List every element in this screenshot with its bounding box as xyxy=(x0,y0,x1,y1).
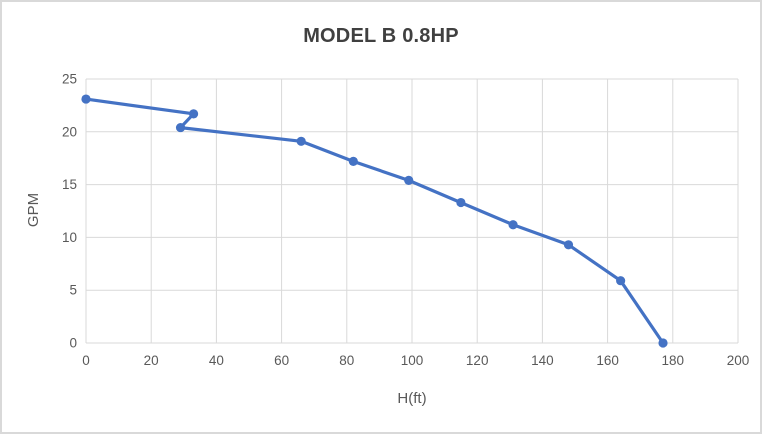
x-tick-label: 200 xyxy=(727,353,750,368)
data-point-marker xyxy=(81,94,91,104)
chart-title: MODEL B 0.8HP xyxy=(303,25,459,47)
x-tick-label: 160 xyxy=(596,353,619,368)
data-point-marker xyxy=(188,109,199,119)
series-line xyxy=(84,97,665,345)
y-tick-label: 5 xyxy=(69,283,77,298)
data-point-marker xyxy=(456,197,466,208)
x-tick-label: 120 xyxy=(466,353,489,368)
data-point-marker xyxy=(404,175,414,185)
data-point-marker xyxy=(563,240,574,250)
x-tick-label: 180 xyxy=(662,353,685,368)
y-tick-label: 25 xyxy=(62,72,77,87)
axis-tick-labels: 0 20 40 60 80 100 120 140 160 180 200 0 5 10 15 20 25 xyxy=(62,72,749,369)
y-tick-label: 15 xyxy=(62,177,77,192)
y-axis-title: GPM xyxy=(25,193,42,227)
x-tick-label: 20 xyxy=(144,353,159,368)
x-tick-label: 0 xyxy=(82,353,90,368)
x-tick-label: 40 xyxy=(209,353,224,368)
data-point-marker xyxy=(348,156,358,166)
data-point-marker xyxy=(508,220,518,230)
gridlines xyxy=(85,78,739,344)
x-tick-label: 80 xyxy=(339,353,354,368)
data-point-marker xyxy=(296,136,306,146)
y-tick-label: 10 xyxy=(62,230,77,245)
x-tick-label: 60 xyxy=(274,353,289,368)
data-point-marker xyxy=(175,122,186,133)
x-axis-title: H(ft) xyxy=(397,390,426,407)
y-tick-label: 0 xyxy=(69,336,77,351)
data-point-marker xyxy=(616,276,626,286)
data-series xyxy=(81,94,668,348)
y-tick-label: 20 xyxy=(62,124,77,139)
data-point-marker xyxy=(658,338,668,348)
x-tick-label: 100 xyxy=(401,353,424,368)
x-tick-label: 140 xyxy=(531,353,554,368)
